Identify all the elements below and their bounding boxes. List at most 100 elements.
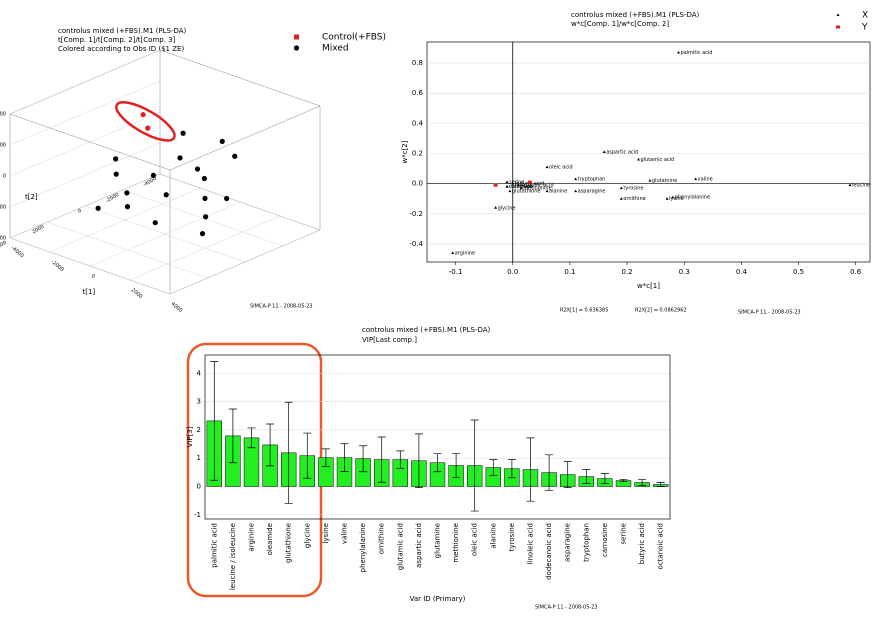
x-tick-label: glutamic acid <box>396 523 404 570</box>
y-tick-label: 4000 <box>0 240 8 252</box>
x-tick-label: -0.1 <box>449 268 463 276</box>
x-tick-label: aspartic acid <box>415 523 423 568</box>
error-bar <box>545 454 554 491</box>
x-tick-label: 0.6 <box>850 268 862 276</box>
z-tick-label: 0 <box>3 174 6 180</box>
r2x-label: R2X[2] = 0.0862962 <box>635 308 687 314</box>
error-bar <box>321 448 330 467</box>
x-tick-label: tyrosine <box>508 523 516 551</box>
point <box>527 180 532 184</box>
point-label: alanine <box>549 189 567 195</box>
error-bar <box>340 443 349 472</box>
error-bar <box>359 445 368 473</box>
point <box>848 183 852 187</box>
x-tick-label: glutamine <box>434 523 442 558</box>
point <box>493 183 498 187</box>
x-tick-label: arginine <box>248 523 256 552</box>
point <box>545 189 549 193</box>
error-bar <box>600 473 609 485</box>
point <box>224 195 230 202</box>
grid-line <box>9 237 171 295</box>
point <box>180 130 186 136</box>
x-tick-label: -4000 <box>10 245 25 259</box>
plot-area <box>204 354 671 520</box>
point-label: methionine <box>523 186 551 192</box>
chart-title: controlus mixed (+FBS).M1 (PLS-DA) <box>58 27 187 35</box>
legend-label: Y <box>861 23 868 33</box>
chart-note: Colored according to Obs ID ($1 ZE) <box>58 45 184 53</box>
error-bar <box>266 423 275 467</box>
chart-subtitle: VIP[Last comp.] <box>362 336 417 344</box>
y-tick-label: -1 <box>194 511 201 519</box>
y-tick-label: 0.6 <box>412 89 424 97</box>
error-bar <box>433 453 442 473</box>
point <box>232 153 238 159</box>
point <box>203 214 209 220</box>
legend-label: Control(+FBS) <box>322 33 386 43</box>
point <box>619 186 623 190</box>
point <box>201 175 207 182</box>
x-tick-label: 4000 <box>170 301 184 314</box>
y-tick-label: -4000 <box>142 176 158 188</box>
point-label: glycine <box>498 205 516 211</box>
x-tick-label: linoleic acid <box>527 523 535 564</box>
x-tick-label: valine <box>341 523 349 544</box>
point <box>636 157 640 161</box>
x-tick-label: 0.3 <box>679 268 690 276</box>
legend-marker <box>294 34 299 40</box>
y-tick-label: -2000 <box>105 192 121 204</box>
point <box>219 138 225 144</box>
point <box>113 171 119 177</box>
highlight-ellipse <box>115 101 176 142</box>
point <box>602 150 606 153</box>
z-tick-label: -2000 <box>0 205 6 211</box>
r2x-label: R2X[1] = 0.636385 <box>560 308 608 314</box>
footer: SIMCA-P 11 - 2008-05-23 <box>738 310 801 316</box>
error-bar <box>656 482 665 487</box>
y-tick-label: 0.2 <box>412 150 423 158</box>
point <box>95 205 101 211</box>
z-tick-label: -4000 <box>0 236 6 242</box>
error-bar <box>210 361 219 481</box>
point-label: tryptophan <box>578 177 606 183</box>
x-tick-label: 0.5 <box>793 268 804 276</box>
x-tick-label: 2000 <box>130 287 144 300</box>
error-bar <box>507 459 516 479</box>
x-axis-label: t[1] <box>83 288 96 296</box>
grid-line <box>9 173 161 239</box>
z-tick-label: 4000 <box>0 112 6 118</box>
point <box>516 183 520 187</box>
point-label: ornithine <box>623 196 645 202</box>
error-bar <box>489 459 498 476</box>
x-axis-label: w*c[1] <box>637 282 660 290</box>
point <box>451 251 455 254</box>
footer: SIMCA-P 11 - 2008-05-23 <box>535 605 598 611</box>
error-bar <box>526 437 535 502</box>
point-label: phenylalanine <box>675 195 710 201</box>
x-tick-label: butyric acid <box>638 523 646 564</box>
point <box>124 190 130 196</box>
error-bar <box>228 408 237 464</box>
error-bar <box>396 450 405 469</box>
legend-marker <box>836 25 840 29</box>
x-tick-label: oleamide <box>266 523 274 555</box>
point <box>519 186 523 190</box>
chart-title: controlus mixed (+FBS).M1 (PLS-DA) <box>362 326 491 334</box>
y-tick-label: 0 <box>197 482 201 490</box>
error-bar <box>452 453 461 478</box>
grid-line <box>9 80 161 146</box>
error-bar <box>414 433 423 488</box>
point <box>494 206 498 209</box>
y-tick-label: 1 <box>197 454 201 462</box>
y-tick-label: 4 <box>197 369 202 377</box>
grid-line <box>9 142 161 208</box>
grid-line <box>9 49 161 115</box>
point-label: glutamic acid <box>640 157 674 163</box>
x-tick-label: palmitic acid <box>210 523 218 568</box>
x-tick-label: 0 <box>90 273 96 280</box>
point-label: palmitic acid <box>681 50 713 56</box>
grid-line <box>84 205 246 263</box>
point <box>163 192 169 198</box>
point-label: serine <box>509 180 524 186</box>
cube-edge <box>169 105 321 171</box>
